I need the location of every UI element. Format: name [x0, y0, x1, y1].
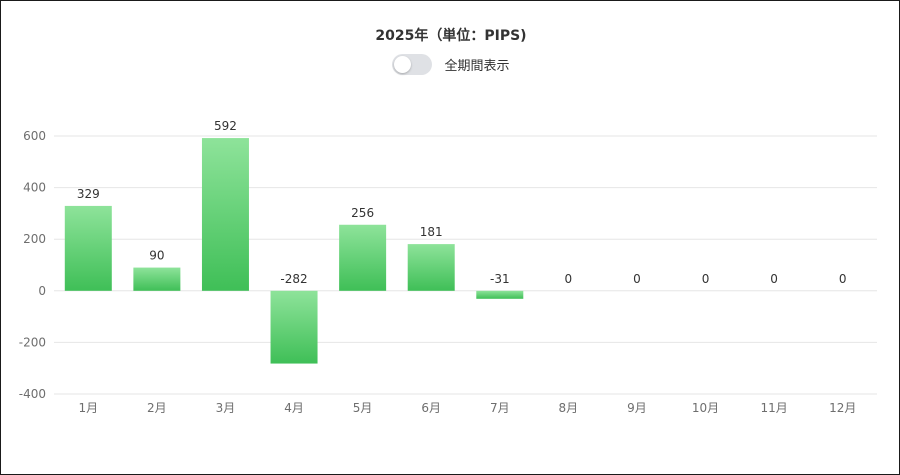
x-tick-label: 1月 — [78, 401, 98, 415]
x-tick-label: 6月 — [421, 401, 441, 415]
bar-value-label: 0 — [839, 272, 847, 286]
bar-value-label: 90 — [149, 249, 164, 263]
x-tick-label: 8月 — [559, 401, 579, 415]
y-tick-label: 200 — [23, 232, 46, 246]
x-tick-label: 7月 — [490, 401, 510, 415]
bar-value-label: 0 — [565, 272, 573, 286]
x-tick-label: 12月 — [829, 401, 856, 415]
y-tick-label: 0 — [38, 284, 46, 298]
bar-value-label: 0 — [770, 272, 778, 286]
y-tick-label: 600 — [23, 129, 46, 143]
bar — [407, 244, 455, 291]
bar-value-label: -282 — [280, 272, 307, 286]
x-tick-label: 5月 — [353, 401, 373, 415]
bar — [64, 205, 112, 291]
bar — [339, 224, 387, 291]
x-tick-label: 9月 — [627, 401, 647, 415]
x-tick-label: 4月 — [284, 401, 304, 415]
bar — [201, 138, 249, 291]
x-tick-label: 11月 — [760, 401, 787, 415]
x-tick-label: 2月 — [147, 401, 167, 415]
bar-value-label: -31 — [490, 272, 510, 286]
toggle-knob — [394, 56, 412, 73]
y-tick-label: 400 — [23, 181, 46, 195]
toggle-row: 全期間表示 — [1, 54, 900, 75]
bar-value-label: 256 — [351, 206, 374, 220]
bar — [133, 267, 181, 291]
bar-value-label: 0 — [702, 272, 710, 286]
x-tick-label: 10月 — [692, 401, 719, 415]
x-tick-label: 3月 — [216, 401, 236, 415]
bar-value-label: 329 — [77, 187, 100, 201]
bar — [476, 290, 524, 299]
bar-value-label: 592 — [214, 119, 237, 133]
bar-value-label: 0 — [633, 272, 641, 286]
full-period-toggle[interactable] — [392, 54, 433, 75]
y-tick-label: -200 — [19, 335, 46, 349]
y-tick-label: -400 — [19, 387, 46, 401]
bar — [270, 290, 318, 364]
full-period-label: 全期間表示 — [444, 59, 510, 74]
bar-value-label: 181 — [420, 225, 443, 239]
chart-title: 2025年（単位：PIPS) — [375, 28, 527, 44]
